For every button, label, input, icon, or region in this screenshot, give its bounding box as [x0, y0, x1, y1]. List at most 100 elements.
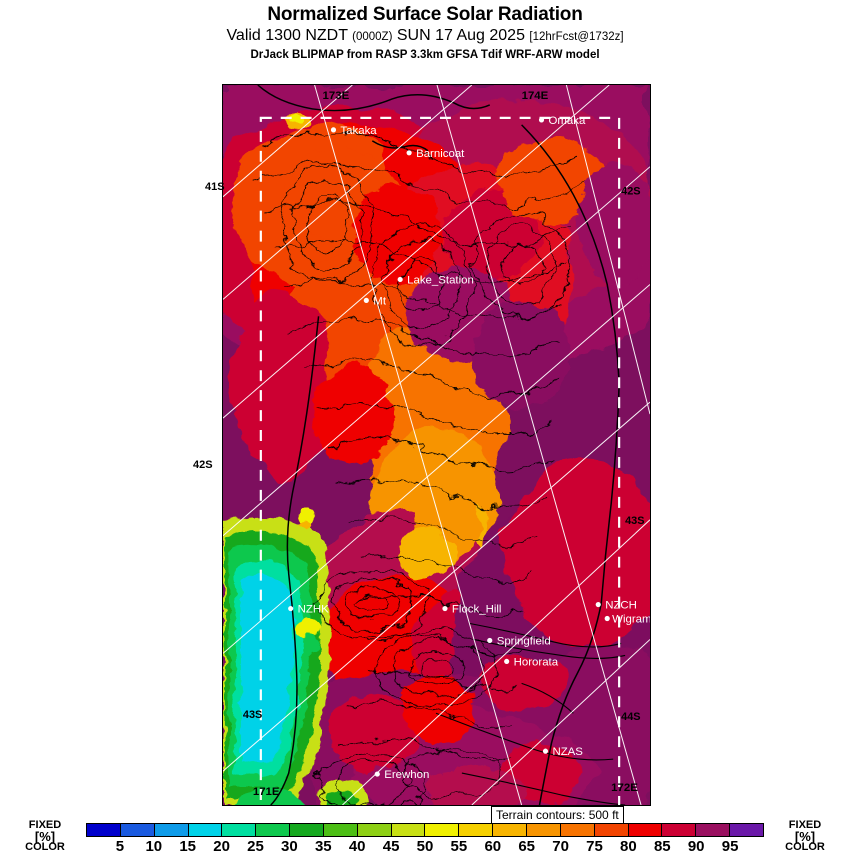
color-bar-tick-25: 25	[247, 838, 264, 855]
station-nzhk: NZHK	[288, 604, 329, 616]
svg-text:Lake_Station: Lake_Station	[407, 274, 474, 286]
color-scale-legend: FIXED [%] COLOR 5 10 15 20 25 30 35 40 45 50 55 60 6…	[0, 818, 850, 860]
low-radiation-west-coast	[223, 516, 369, 805]
color-bar-tick-60: 60	[484, 838, 502, 855]
color-bar-segment-3	[188, 824, 223, 836]
color-bar-segment-10	[425, 824, 460, 836]
fixed-label-units: [%]	[34, 829, 56, 844]
coastline	[257, 85, 620, 805]
terrain-contour-note: Terrain contours: 500 ft	[491, 806, 624, 824]
color-bar-tick-85: 85	[653, 838, 671, 855]
station-omaka: Omaka	[538, 115, 586, 127]
svg-text:NZAS: NZAS	[552, 746, 583, 758]
color-bar-tick-5: 5	[115, 838, 125, 855]
color-bar-tick-95: 95	[721, 838, 739, 855]
color-bar-segment-14	[560, 824, 595, 836]
model-source: DrJack BLIPMAP from RASP 3.3km GFSA Tdif…	[250, 49, 600, 61]
color-bar-segment-12	[493, 824, 527, 836]
color-bar-tick-65: 65	[518, 838, 536, 855]
color-bar-tick-55: 55	[450, 838, 468, 855]
color-bar-tick-80: 80	[620, 838, 637, 855]
color-bar-segment-0	[87, 824, 121, 836]
svg-text:Springfield: Springfield	[497, 635, 551, 647]
fixed-label-line3: COLOR	[25, 841, 65, 853]
page-title: Normalized Surface Solar Radiation	[267, 4, 583, 25]
svg-text:Hororata: Hororata	[514, 656, 559, 668]
fixed-color-label-left: FIXED [%] COLOR	[8, 820, 82, 853]
fixed-label-line1: FIXED	[28, 819, 62, 831]
svg-text:NZCH: NZCH	[605, 600, 637, 612]
color-bar-tick-75: 75	[586, 838, 603, 855]
valid-time-line: Valid 1300 NZDT (0000Z) SUN 17 Aug 2025 …	[0, 26, 850, 47]
color-bar-tick-50: 50	[416, 838, 434, 855]
svg-text:42S: 42S	[621, 186, 640, 198]
lat-label-42s-left: 42S	[193, 459, 213, 471]
color-bar-segment-18	[696, 824, 731, 836]
color-bar-segment-1	[120, 824, 155, 836]
color-bar-tick-35: 35	[314, 838, 332, 855]
svg-text:Barnicoat: Barnicoat	[416, 148, 465, 160]
station-mt: Mt	[363, 295, 387, 307]
color-bar-tick-10: 10	[145, 838, 163, 855]
color-bar-tick-20: 20	[213, 838, 230, 855]
color-bar-segment-8	[357, 824, 392, 836]
svg-text:171E: 171E	[253, 786, 280, 798]
color-bar-segment-9	[391, 824, 426, 836]
svg-text:NZHK: NZHK	[298, 604, 329, 616]
fixed-label-line3-right: COLOR	[785, 841, 825, 853]
svg-text:43S: 43S	[625, 515, 644, 527]
color-bar-segment-11	[459, 824, 494, 836]
station-flock-hill: Flock_Hill	[442, 604, 501, 616]
station-hororata: Hororata	[504, 656, 559, 668]
valid-time-prefix: Valid 1300 NZDT	[226, 27, 348, 44]
svg-text:Wigram: Wigram	[612, 613, 650, 625]
color-bar-segment-6	[290, 824, 324, 836]
fixed-label-units-right: [%]	[794, 829, 816, 844]
svg-text:172E: 172E	[611, 782, 638, 794]
color-bar-segment-7	[323, 824, 358, 836]
terrain-contours	[252, 131, 587, 805]
svg-text:Flock_Hill: Flock_Hill	[452, 604, 502, 616]
color-bar-segment-17	[662, 824, 697, 836]
station-erewhon: Erewhon	[374, 769, 429, 781]
svg-text:173E: 173E	[323, 90, 350, 102]
chart-header: Normalized Surface Solar Radiation Valid…	[0, 0, 850, 63]
svg-text:Takaka: Takaka	[340, 125, 377, 137]
color-bar-segment-19	[730, 824, 763, 836]
color-bar-segment-2	[154, 824, 189, 836]
color-bar-segment-5	[256, 824, 291, 836]
rivers	[435, 622, 626, 805]
color-bar-segment-16	[628, 824, 663, 836]
station-wigram: Wigram	[604, 613, 650, 626]
color-bar-tick-90: 90	[687, 838, 705, 855]
color-bar	[86, 823, 764, 837]
station-barnicoat: Barnicoat	[406, 148, 465, 160]
color-bar-tick-45: 45	[382, 838, 400, 855]
svg-text:Mt: Mt	[373, 295, 387, 307]
fixed-color-label-right: FIXED [%] COLOR	[768, 820, 842, 853]
valid-date: SUN 17 Aug 2025	[396, 27, 525, 44]
forecast-tag: [12hrFcst@1732z]	[529, 31, 624, 43]
color-bar-segment-4	[222, 824, 257, 836]
map-panel[interactable]: 173E 174E 171E 172E 42S 43S 44S 43S Taka…	[222, 84, 651, 806]
svg-text:43S: 43S	[243, 709, 262, 721]
station-nzas: NZAS	[542, 746, 583, 758]
valid-time-utc: (0000Z)	[352, 31, 393, 43]
color-bar-ticks: 5 10 15 20 25 30 35 40 45 50 55 60 65 70 75 80 85 90 95	[86, 838, 764, 858]
station-lake-station: Lake_Station	[397, 274, 474, 286]
station-nzch: NZCH	[595, 600, 637, 612]
svg-text:Omaka: Omaka	[548, 115, 585, 127]
graticule-labels: 173E 174E 171E 172E 42S 43S 44S 43S	[243, 90, 645, 798]
station-takaka: Takaka	[330, 125, 377, 137]
solar-radiation-heatmap: 173E 174E 171E 172E 42S 43S 44S 43S Taka…	[223, 85, 650, 805]
color-bar-tick-30: 30	[281, 838, 298, 855]
color-bar-tick-70: 70	[552, 838, 569, 855]
color-bar-tick-15: 15	[179, 838, 197, 855]
station-markers: Takaka Omaka Barnicoat Lake_Station Mt N…	[288, 115, 650, 781]
graticule	[223, 85, 650, 805]
color-bar-segment-13	[526, 824, 561, 836]
lat-label-41s-left: 41S	[205, 181, 225, 193]
color-bar-tick-40: 40	[348, 838, 366, 855]
fixed-label-line1-right: FIXED	[788, 819, 822, 831]
svg-text:44S: 44S	[621, 711, 640, 723]
